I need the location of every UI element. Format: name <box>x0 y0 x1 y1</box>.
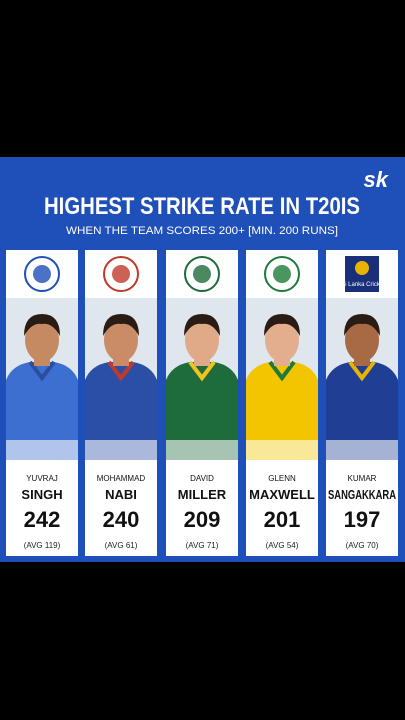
first-name: KUMAR <box>348 474 377 483</box>
hair <box>184 314 220 336</box>
last-name: SINGH <box>21 487 62 502</box>
photo-fade <box>246 440 318 460</box>
player-card: MOHAMMAD NABI 240 (AVG 61) <box>85 250 157 556</box>
hair <box>344 314 380 336</box>
first-name: DAVID <box>190 474 214 483</box>
first-name: MOHAMMAD <box>97 474 146 483</box>
face <box>104 318 138 362</box>
photo-fade <box>166 440 238 460</box>
last-name: NABI <box>105 487 137 502</box>
jersey-trim <box>28 360 56 382</box>
jersey-trim <box>188 360 216 382</box>
average: (AVG 71) <box>186 541 219 550</box>
brand-logo: sk <box>364 167 390 192</box>
hair <box>24 314 60 336</box>
player-card: Sri Lanka Cricket KUMAR SANGAKKARA 197 (AVG … <box>326 250 398 556</box>
strike-rate: 209 <box>184 507 221 532</box>
first-name: GLENN <box>268 474 296 483</box>
hair <box>264 314 300 336</box>
average: (AVG 70) <box>346 541 379 550</box>
jersey <box>166 362 238 460</box>
photo-fade <box>6 440 78 460</box>
strike-rate: 197 <box>344 507 381 532</box>
face <box>25 318 59 362</box>
jersey <box>6 362 78 460</box>
badge-emblem <box>193 265 211 283</box>
strike-rate: 201 <box>264 507 301 532</box>
jersey-trim <box>268 360 296 382</box>
player-card: DAVID MILLER 209 (AVG 71) <box>166 250 238 556</box>
photo-fade <box>85 440 157 460</box>
last-name: MAXWELL <box>249 487 315 502</box>
player-card: YUVRAJ SINGH 242 (AVG 119) <box>6 250 78 556</box>
jersey <box>246 362 318 460</box>
player-card: GLENN MAXWELL 201 (AVG 54) <box>246 250 318 556</box>
hair <box>103 314 139 336</box>
face <box>265 318 299 362</box>
cards: YUVRAJ SINGH 242 (AVG 119) MOHAMMAD NABI 240 (A… <box>6 250 398 556</box>
average: (AVG 119) <box>24 541 61 550</box>
jersey <box>326 362 398 460</box>
badge-text: Sri Lanka Cricket <box>339 282 385 288</box>
strike-rate: 240 <box>103 507 140 532</box>
last-name: MILLER <box>178 487 227 502</box>
strike-rate: 242 <box>24 507 61 532</box>
face <box>185 318 219 362</box>
last-name: SANGAKKARA <box>328 487 396 502</box>
average: (AVG 54) <box>266 541 299 550</box>
badge-emblem <box>33 265 51 283</box>
subtitle: WHEN THE TEAM SCORES 200+ [MIN. 200 RUNS… <box>66 225 338 237</box>
average: (AVG 61) <box>105 541 138 550</box>
jersey-trim <box>348 360 376 382</box>
title: HIGHEST STRIKE RATE IN T20IS <box>44 193 360 220</box>
jersey <box>85 362 157 460</box>
photo-fade <box>326 440 398 460</box>
badge-emblem <box>273 265 291 283</box>
jersey-trim <box>107 360 135 382</box>
first-name: YUVRAJ <box>26 474 58 483</box>
badge-emblem <box>112 265 130 283</box>
badge-emblem <box>355 261 369 275</box>
face <box>345 318 379 362</box>
